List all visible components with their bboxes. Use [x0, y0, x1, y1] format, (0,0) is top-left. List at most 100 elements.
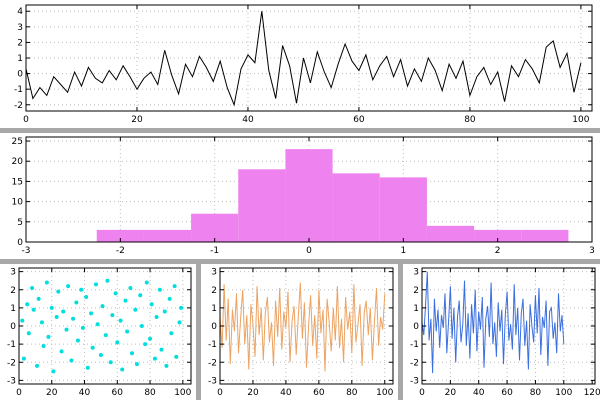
bottom-row: 0 20 40 60 80 100 -3 -2 -1 0 1 2 3 0 20 40 60 80 100 -3 -2-… — [0, 264, 600, 400]
x-tick-label: 60 — [353, 115, 365, 125]
y-tick-label: 2 — [413, 286, 419, 296]
y-tick-label: 20 — [12, 157, 24, 167]
y-tick-label: 4 — [17, 7, 23, 17]
x-tick-label: 60 — [313, 388, 325, 398]
x-tick-label: 0 — [16, 388, 22, 398]
y-tick-label: 1 — [211, 304, 217, 314]
scatter-point — [167, 296, 172, 301]
y-tick-label: 3 — [17, 23, 23, 33]
scatter-point — [64, 327, 69, 332]
scatter-point — [125, 329, 130, 334]
x-tick-label: 0 — [23, 115, 29, 125]
scatter-point — [56, 289, 61, 294]
scatter-point — [177, 320, 182, 325]
data-line — [421, 271, 565, 374]
scatter-point — [25, 302, 30, 307]
y-tick-label: 1 — [10, 304, 16, 314]
scatter-point — [152, 356, 157, 361]
histogram-bar — [285, 149, 333, 242]
y-tick-label: 0 — [413, 322, 419, 332]
panel-scatter: 0 20 40 60 80 100 -3 -2 -1 0 1 2 3 — [0, 264, 196, 400]
scatter-point — [36, 296, 41, 301]
histogram-bar — [191, 213, 239, 242]
cyan-scatter-chart: 0 20 40 60 80 100 -3 -2 -1 0 1 2 3 — [7, 267, 192, 398]
histogram-bar — [521, 229, 569, 242]
panel-blue-line: 0 20 40 60 80 100 120 -3 -2 -1 0 1 2 3 — [403, 264, 600, 400]
x-tick-label: 100 — [555, 388, 572, 398]
scatter-point — [148, 336, 153, 341]
y-tick-label: 3 — [413, 268, 419, 278]
scatter-point — [20, 318, 25, 323]
scatter-point — [162, 309, 167, 314]
x-tick-label: 0 — [419, 388, 425, 398]
x-tick-label: 20 — [445, 388, 457, 398]
histogram-bar — [474, 229, 522, 242]
histogram-chart: -3 -2 -1 0 1 2 3 0 5 10 15 20 25 — [12, 136, 595, 256]
x-tick-label: 80 — [464, 115, 476, 125]
y-tick-label: 0 — [17, 238, 23, 248]
x-tick-label: 80 — [530, 388, 542, 398]
x-tick-label: 60 — [501, 388, 513, 398]
y-tick-label: 25 — [12, 137, 23, 147]
x-tick-label: 40 — [280, 388, 292, 398]
scatter-point — [30, 285, 35, 290]
data-line — [219, 282, 386, 372]
scatter-point — [139, 324, 144, 328]
y-tick-label: -3 — [7, 376, 16, 386]
black-line-chart: 0 20 40 60 80 100 -2 -1 0 1 2 3 4 — [14, 4, 593, 125]
x-tick-label: 2 — [495, 246, 501, 256]
x-tick-label: 0 — [306, 246, 312, 256]
scatter-point — [149, 302, 154, 307]
x-tick-label: 40 — [242, 115, 254, 125]
scatter-point — [172, 284, 177, 289]
scatter-point — [120, 367, 125, 372]
y-tick-label: -2 — [14, 101, 23, 111]
histogram-bar — [332, 173, 380, 242]
scatter-point — [39, 320, 44, 325]
y-tick-label: -1 — [208, 340, 217, 350]
scatter-point — [138, 293, 143, 298]
scatter-point — [179, 305, 184, 310]
scatter-point — [85, 365, 90, 370]
y-tick-label: -2 — [7, 358, 16, 368]
scatter-point — [84, 295, 89, 299]
scatter-point — [41, 343, 46, 348]
x-tick-label: 80 — [144, 388, 156, 398]
scatter-point — [54, 314, 59, 319]
y-tick-label: -1 — [410, 340, 419, 350]
scatter-point — [169, 331, 174, 336]
scatter-point — [89, 311, 94, 316]
scatter-point — [59, 349, 64, 354]
x-tick-label: 60 — [112, 388, 124, 398]
scatter-point — [21, 356, 26, 361]
y-tick-label: 2 — [17, 38, 23, 48]
y-tick-label: 10 — [12, 198, 24, 208]
x-tick-label: 1 — [400, 246, 406, 256]
scatter-point — [164, 363, 169, 368]
x-tick-label: 20 — [247, 388, 259, 398]
panel-noise-line: 0 20 40 60 80 100 -2 -1 0 1 2 3 4 — [0, 0, 600, 128]
scatter-point — [110, 313, 115, 318]
y-tick-label: -1 — [7, 340, 16, 350]
scatter-point — [133, 307, 138, 312]
scatter-point — [80, 325, 85, 330]
x-tick-label: -1 — [210, 246, 219, 256]
y-tick-label: -3 — [410, 376, 419, 386]
x-tick-label: 3 — [589, 246, 595, 256]
scatter-point — [31, 307, 36, 312]
y-tick-label: 0 — [211, 322, 217, 332]
scatter-point — [113, 291, 118, 296]
x-tick-label: 100 — [376, 388, 393, 398]
x-tick-label: 100 — [174, 388, 191, 398]
y-tick-label: 0 — [10, 322, 16, 332]
blue-line-chart: 0 20 40 60 80 100 120 -3 -2 -1 0 1 2 3 — [410, 267, 600, 398]
y-tick-label: 5 — [17, 218, 23, 228]
scatter-point — [75, 338, 80, 343]
scatter-point — [71, 316, 76, 321]
scatter-point — [44, 280, 49, 285]
scatter-point — [51, 369, 56, 374]
histogram-bar — [96, 229, 144, 242]
y-tick-label: -2 — [410, 358, 419, 368]
y-tick-label: 0 — [17, 70, 23, 80]
scatter-point — [157, 287, 162, 292]
